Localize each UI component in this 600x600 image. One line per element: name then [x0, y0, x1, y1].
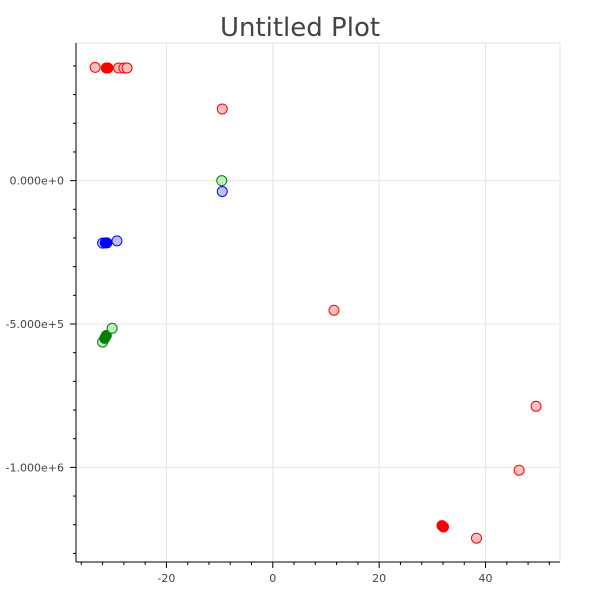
scatter-point	[106, 322, 118, 334]
grid	[75, 42, 561, 563]
y-tick-label: -5.000e+5	[6, 318, 64, 331]
scatter-point	[111, 235, 123, 247]
x-tick-label: -20	[157, 572, 175, 585]
chart-title: Untitled Plot	[220, 13, 380, 43]
scatter-point	[216, 103, 228, 115]
scatter-point	[102, 62, 114, 74]
scatter-point	[216, 175, 228, 187]
scatter-point	[328, 304, 340, 316]
y-tick-label: -1.000e+6	[6, 461, 64, 474]
scatter-point	[216, 186, 228, 198]
data-points	[89, 61, 542, 544]
x-tick-label: 20	[372, 572, 386, 585]
scatter-point	[101, 237, 113, 249]
x-tick-label: 40	[479, 572, 493, 585]
scatter-point	[100, 329, 112, 341]
scatter-point	[470, 532, 482, 544]
scatter-point	[513, 464, 525, 476]
axes: -20 0 20 40 0.000e+0 -5.000e+5 -1.000e+6	[6, 43, 560, 585]
scatter-point	[121, 62, 133, 74]
y-tick-label: 0.000e+0	[10, 175, 64, 188]
x-tick-label: 0	[269, 572, 276, 585]
scatter-point	[438, 521, 450, 533]
scatter-point	[530, 400, 542, 412]
scatter-point	[89, 61, 101, 73]
plot-frame	[75, 42, 561, 563]
